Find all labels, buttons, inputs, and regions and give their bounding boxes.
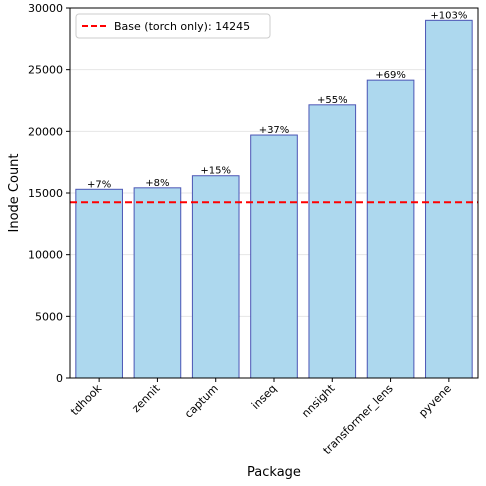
bar-label: +55% <box>317 95 348 106</box>
legend-baseline-label: Base (torch only): 14245 <box>114 20 250 33</box>
y-axis-ticks: 0 5000 10000 15000 20000 25000 30000 <box>28 2 70 385</box>
bars: +7% +8% +15% +37% +55% +69% +103% <box>75 10 473 379</box>
bar-label: +15% <box>200 166 231 177</box>
bar-transformer_lens <box>366 79 415 379</box>
bar-tdhook <box>75 188 123 379</box>
bar-label: +69% <box>375 70 406 81</box>
y-tick-label: 30000 <box>28 2 63 15</box>
bar-inseq <box>250 134 298 379</box>
bar-label: +7% <box>87 179 111 190</box>
y-tick-label: 15000 <box>28 187 63 200</box>
y-tick-label: 20000 <box>28 125 63 138</box>
legend-box <box>75 13 271 39</box>
y-tick-label: 25000 <box>28 64 63 77</box>
legend: Base (torch only): 14245 <box>75 13 271 39</box>
y-tick-label: 10000 <box>28 249 63 262</box>
bar-nnsight <box>308 104 357 379</box>
x-axis-title: Package <box>247 465 301 480</box>
bar-captum <box>191 175 240 379</box>
bar-label: +37% <box>259 125 290 136</box>
bar-label: +103% <box>430 10 467 21</box>
y-tick-label: 5000 <box>35 310 63 323</box>
y-tick-label: 0 <box>56 372 63 385</box>
bar-pyvene <box>425 19 473 379</box>
bar-zennit <box>133 187 182 379</box>
bar-label: +8% <box>145 178 169 189</box>
y-axis-title: Inode Count <box>7 153 22 232</box>
